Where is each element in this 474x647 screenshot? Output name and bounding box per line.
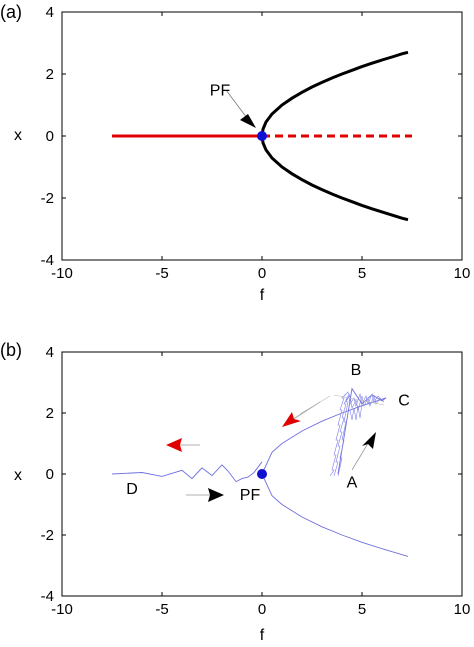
y-tick-label: -4 [41,252,54,269]
series-line [260,50,409,137]
guide-line-c-b [333,394,385,406]
x-tick-label: 5 [358,265,366,282]
x-ticks-b: -10 -5 0 5 10 [51,352,470,618]
series-line [261,397,387,475]
annotation-b-b: B [351,362,362,379]
series-line [111,461,263,483]
red-arrow-diag-head-b [282,412,301,427]
panel-b: (b) -10 -5 0 5 10 4 2 0 -2 -4 f x B C A [0,340,470,644]
points-group-b [257,469,267,479]
y-axis-label-b: x [14,467,22,484]
annotation-a-b: A [347,475,358,492]
y-tick-label: -4 [41,588,54,605]
annotation-pf-a: PF [210,83,231,100]
series-line [260,135,409,222]
x-axis-label-b: f [260,627,265,644]
annotation-d-b: D [126,481,138,498]
y-tick-label: 0 [46,466,54,483]
y-tick-label: 4 [46,4,54,21]
y-tick-label: -2 [41,190,54,207]
x-tick-label: -10 [51,265,73,282]
guide-line-b-b [299,395,331,415]
x-tick-label: -5 [155,601,168,618]
x-axis-label-a: f [260,287,265,304]
red-arrow-left-head-b [166,438,182,452]
arrow-pf-head-a [240,114,256,128]
y-tick-label: 2 [46,405,54,422]
y-ticks-a: 4 2 0 -2 -4 [41,4,462,269]
black-arrow-right-head-b [208,488,224,502]
x-tick-label: 10 [454,265,471,282]
pf-point [257,131,267,141]
panel-label-b: (b) [0,340,22,360]
y-ticks-b: 4 2 0 -2 -4 [41,344,462,605]
pf-point [257,469,267,479]
x-tick-label: -5 [155,265,168,282]
y-tick-label: -2 [41,527,54,544]
black-arrow-up-shaft-b [351,439,371,471]
annotation-pf-b: PF [240,487,261,504]
y-axis-label-a: x [14,127,22,144]
y-tick-label: 4 [46,344,54,361]
panel-a: (a) -10 -5 0 5 10 4 2 0 -2 -4 f x PF [0,2,470,304]
points-group-a [257,131,267,141]
series-line [261,473,409,557]
x-tick-label: -10 [51,601,73,618]
black-arrow-up-head-b [362,432,376,449]
x-tick-label: 10 [454,601,471,618]
x-ticks-a: -10 -5 0 5 10 [51,12,470,282]
annotation-c-b: C [398,392,410,409]
series-group-a [112,50,412,222]
x-tick-label: 0 [258,265,266,282]
panel-label-a: (a) [0,2,22,22]
y-tick-label: 0 [46,128,54,145]
oscillation-band-b [329,391,385,477]
y-tick-label: 2 [46,66,54,83]
x-tick-label: 0 [258,601,266,618]
x-tick-label: 5 [358,601,366,618]
